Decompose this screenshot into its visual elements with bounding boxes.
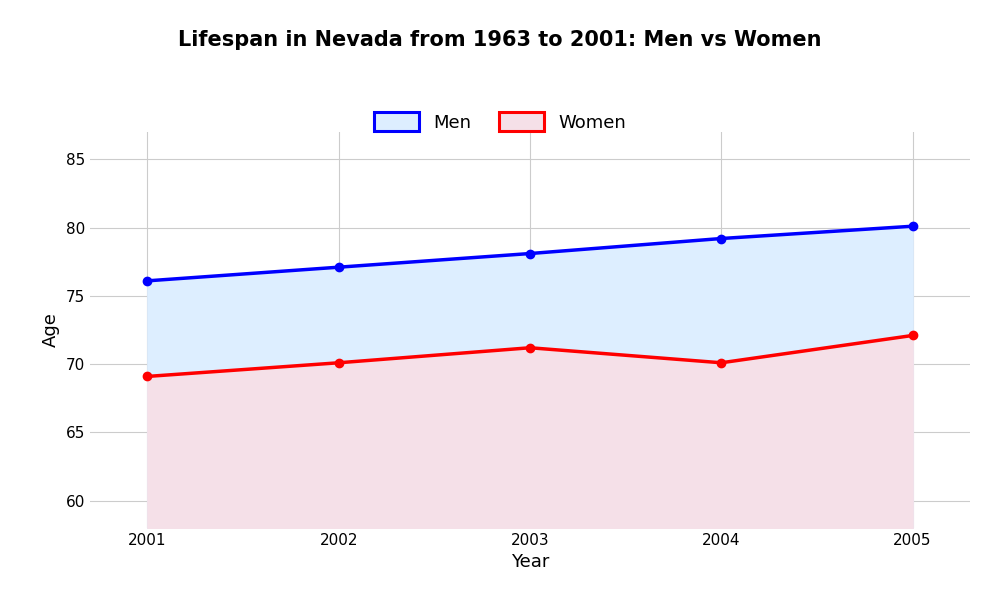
Y-axis label: Age: Age (42, 313, 60, 347)
Text: Lifespan in Nevada from 1963 to 2001: Men vs Women: Lifespan in Nevada from 1963 to 2001: Me… (178, 30, 822, 50)
X-axis label: Year: Year (511, 553, 549, 571)
Legend: Men, Women: Men, Women (367, 105, 633, 139)
